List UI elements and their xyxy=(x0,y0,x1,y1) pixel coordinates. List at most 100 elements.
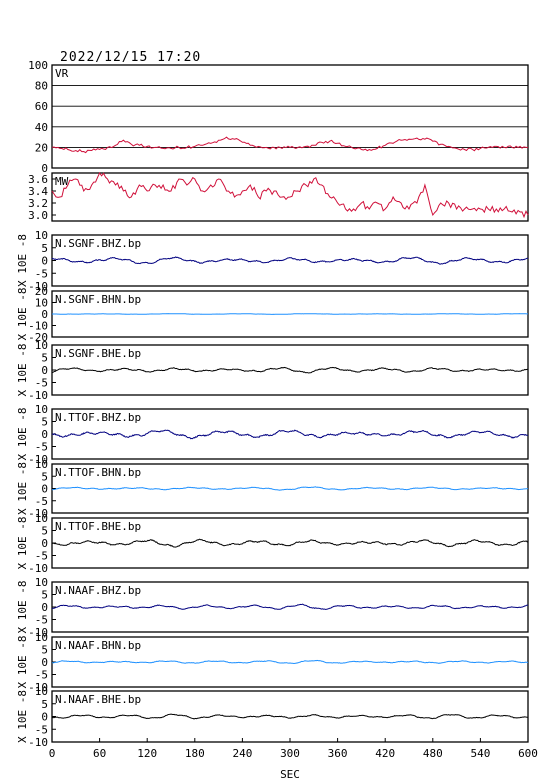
y-tick-label: 5 xyxy=(41,698,48,711)
y-tick-label: 10 xyxy=(35,403,48,416)
panel-label: N.NAAF.BHZ.bp xyxy=(55,584,141,597)
y-tick-label: 3.2 xyxy=(28,197,48,210)
panel-label: N.SGNF.BHE.bp xyxy=(55,347,141,360)
y-tick-label: 5 xyxy=(41,352,48,365)
x-tick-label: 240 xyxy=(232,747,252,760)
y-tick-label: 10 xyxy=(35,229,48,242)
x-axis-label: SEC xyxy=(280,768,300,781)
y-tick-label: 3.4 xyxy=(28,185,48,198)
panel-0-frame xyxy=(51,64,529,169)
series-line-N.NAAF.BHE.bp xyxy=(51,713,529,720)
y-tick-label: -20 xyxy=(28,331,48,344)
y-tick-label: 3.0 xyxy=(28,209,48,222)
y-tick-label: 20 xyxy=(35,141,48,154)
y-tick-label: -10 xyxy=(28,453,48,466)
y-tick-label: 10 xyxy=(35,685,48,698)
series-line-N.TTOF.BHZ.bp xyxy=(51,429,529,440)
y-tick-label: -5 xyxy=(35,614,48,627)
y-multiplier-label: X 10E -8 xyxy=(16,517,29,570)
y-multiplier-label: X 10E -8 xyxy=(16,344,29,397)
y-multiplier-label: X 10E -8 xyxy=(16,234,29,287)
x-tick-label: 540 xyxy=(470,747,490,760)
y-tick-label: 5 xyxy=(41,644,48,657)
y-tick-label: 40 xyxy=(35,121,48,134)
panel-label: N.TTOF.BHN.bp xyxy=(55,466,141,479)
y-tick-label: 10 xyxy=(35,576,48,589)
panel-label: MW xyxy=(55,175,69,188)
x-tick-label: 120 xyxy=(137,747,157,760)
y-tick-label: -10 xyxy=(28,681,48,694)
y-tick-label: 0 xyxy=(41,656,48,669)
x-tick-label: 420 xyxy=(375,747,395,760)
series-line-N.TTOF.BHN.bp xyxy=(51,486,529,491)
panel-1-frame xyxy=(51,172,529,222)
y-tick-label: -5 xyxy=(35,495,48,508)
y-tick-label: 0 xyxy=(41,308,48,321)
y-tick-label: -10 xyxy=(28,626,48,639)
y-tick-label: 3.6 xyxy=(28,173,48,186)
y-tick-label: -10 xyxy=(28,507,48,520)
y-tick-label: 80 xyxy=(35,80,48,93)
y-tick-label: 5 xyxy=(41,416,48,429)
y-multiplier-label: X 10E -8 xyxy=(16,690,29,743)
y-tick-label: 100 xyxy=(28,59,48,72)
series-line-N.NAAF.BHN.bp xyxy=(51,659,529,665)
y-tick-label: -10 xyxy=(28,320,48,333)
y-tick-label: 0 xyxy=(41,483,48,496)
series-line-N.TTOF.BHE.bp xyxy=(51,538,529,548)
panel-label: N.SGNF.BHN.bp xyxy=(55,293,141,306)
x-tick-label: 480 xyxy=(423,747,443,760)
series-line-N.NAAF.BHZ.bp xyxy=(52,603,528,611)
y-tick-label: 0 xyxy=(41,537,48,550)
y-multiplier-label: X 10E -8 xyxy=(16,288,29,341)
y-tick-label: 0 xyxy=(41,428,48,441)
y-tick-label: 5 xyxy=(41,525,48,538)
series-line-VR xyxy=(51,136,528,154)
y-tick-label: -10 xyxy=(28,389,48,402)
y-tick-label: -10 xyxy=(28,280,48,293)
y-tick-label: 0 xyxy=(41,255,48,268)
chart-title: 2022/12/15 17:20 xyxy=(60,50,202,65)
panel-label: N.NAAF.BHN.bp xyxy=(55,639,141,652)
x-tick-label: 600 xyxy=(518,747,538,760)
panel-label: N.TTOF.BHZ.bp xyxy=(55,411,141,424)
y-tick-label: -5 xyxy=(35,441,48,454)
y-tick-label: -5 xyxy=(35,267,48,280)
y-multiplier-label: X 10E -8 xyxy=(16,636,29,689)
y-tick-label: 20 xyxy=(35,285,48,298)
y-tick-label: -10 xyxy=(28,736,48,749)
y-tick-label: -10 xyxy=(28,562,48,575)
x-tick-label: 300 xyxy=(280,747,300,760)
series-line-MW xyxy=(51,172,529,219)
y-tick-label: -5 xyxy=(35,377,48,390)
y-tick-label: 10 xyxy=(35,512,48,525)
x-tick-label: 180 xyxy=(185,747,205,760)
y-tick-label: 0 xyxy=(41,711,48,724)
y-tick-label: 5 xyxy=(41,242,48,255)
y-tick-label: 60 xyxy=(35,100,48,113)
y-tick-label: -5 xyxy=(35,723,48,736)
panel-label: VR xyxy=(55,67,69,80)
y-tick-label: 0 xyxy=(41,162,48,175)
y-multiplier-label: X 10E -8 xyxy=(16,408,29,461)
y-multiplier-label: X 10E -8 xyxy=(16,462,29,515)
y-tick-label: 0 xyxy=(41,364,48,377)
y-tick-label: 0 xyxy=(41,601,48,614)
panel-label: N.NAAF.BHE.bp xyxy=(55,693,141,706)
series-line-N.SGNF.BHE.bp xyxy=(51,366,529,374)
series-line-N.SGNF.BHZ.bp xyxy=(51,256,528,265)
y-tick-label: 10 xyxy=(35,297,48,310)
x-tick-label: 360 xyxy=(328,747,348,760)
y-tick-label: 5 xyxy=(41,589,48,602)
y-tick-label: 10 xyxy=(35,339,48,352)
y-multiplier-label: X 10E -8 xyxy=(16,581,29,634)
y-tick-label: -5 xyxy=(35,550,48,563)
x-tick-label: 0 xyxy=(49,747,56,760)
y-tick-label: 10 xyxy=(35,458,48,471)
y-tick-label: 10 xyxy=(35,631,48,644)
x-tick-label: 60 xyxy=(93,747,106,760)
y-tick-label: -5 xyxy=(35,669,48,682)
y-tick-label: 5 xyxy=(41,470,48,483)
panel-label: N.TTOF.BHE.bp xyxy=(55,520,141,533)
